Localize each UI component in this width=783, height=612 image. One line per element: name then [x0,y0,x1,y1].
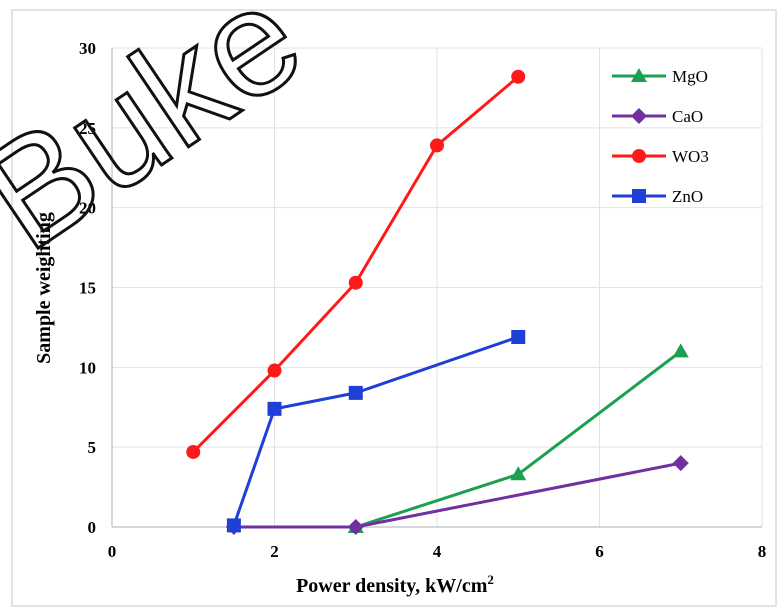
data-point-wo3 [511,69,526,84]
data-point-wo3 [186,444,201,459]
legend-item-cao: CaO [612,107,703,126]
x-tick-label: 0 [108,542,117,561]
data-point-zno [226,518,241,533]
data-point-wo3 [267,363,282,378]
x-axis-title: Power density, kW/cm2 [296,572,494,597]
legend-label-wo3: WO3 [672,147,709,166]
data-point-mgo [672,343,689,358]
data-point-cao [347,519,364,535]
gridlines [112,47,763,527]
legend-label-cao: CaO [672,107,703,126]
legend-marker-mgo [631,68,647,82]
legend-label-mgo: MgO [672,67,708,86]
y-tick-label: 5 [88,438,97,457]
x-tick-label: 4 [433,542,442,561]
y-tick-label: 10 [79,358,96,377]
x-tick-label: 8 [758,542,767,561]
data-point-zno [511,329,526,344]
data-point-zno [267,401,282,416]
legend: MgO CaO WO3 ZnO [612,67,709,206]
series-zno [226,329,526,533]
data-point-cao [672,455,689,472]
data-point-wo3 [348,275,363,290]
legend-item-zno: ZnO [612,187,703,206]
plot-series [186,69,689,535]
legend-item-wo3: WO3 [612,147,709,166]
axis-labels: Power density, kW/cm2 Sample weighting [33,212,494,597]
chart-border [11,9,777,607]
legend-marker-zno [632,189,646,203]
x-tick-label: 6 [595,542,604,561]
y-tick-label: 20 [79,199,96,218]
y-tick-label: 0 [88,518,97,537]
legend-item-mgo: MgO [612,67,708,86]
series-wo3 [186,69,526,459]
legend-marker-wo3 [632,149,646,163]
legend-label-zno: ZnO [672,187,703,206]
data-point-wo3 [430,138,444,153]
y-tick-label: 25 [79,119,96,138]
axes: 0 2 4 6 8 0 5 10 15 20 25 30 [79,39,766,561]
data-point-zno [348,385,363,400]
series-line-zno [232,335,519,526]
y-axis-title: Sample weighting [33,212,55,364]
y-tick-label: 30 [79,39,96,58]
legend-marker-cao [631,108,647,124]
y-tick-label: 15 [79,279,96,298]
x-tick-label: 2 [270,542,279,561]
data-point-mgo [510,466,527,481]
